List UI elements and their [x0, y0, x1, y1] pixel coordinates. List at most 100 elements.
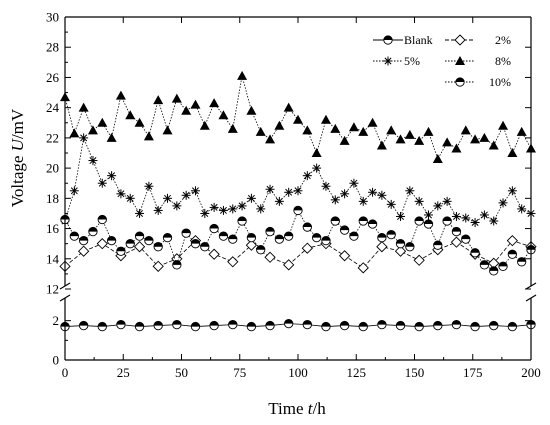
y-tick-label: 24 [46, 100, 60, 115]
data-point [517, 204, 527, 214]
y-tick-label: 18 [46, 191, 59, 206]
data-point [450, 236, 463, 248]
data-point [134, 231, 145, 241]
data-point [116, 189, 126, 199]
data-point [479, 260, 490, 270]
data-point [181, 228, 191, 238]
legend-marker [455, 77, 465, 87]
x-tick-label: 25 [117, 365, 130, 380]
data-point [228, 319, 238, 330]
data-point [87, 125, 98, 135]
series-line [64, 323, 532, 327]
x-tick-label: 125 [347, 365, 367, 380]
data-point [339, 135, 350, 145]
data-point [358, 321, 368, 332]
data-point [171, 93, 182, 103]
y-tick-label: 2 [53, 313, 60, 328]
axes-layer: 0 25 50 75 100 125 150 175 200 0 2 12 14 16 18 20 22 24 26… [46, 10, 541, 381]
y-tick-label: 22 [46, 130, 59, 145]
legend-item-5pct: 5% [373, 54, 420, 68]
data-point [461, 213, 471, 223]
data-point [442, 216, 452, 226]
data-point [246, 193, 256, 203]
data-point [311, 148, 322, 157]
legend-item-2pct: 2% [445, 33, 511, 47]
data-point [433, 240, 443, 250]
data-point [367, 117, 378, 127]
data-point [134, 321, 145, 332]
data-point [256, 204, 266, 214]
data-point [395, 134, 406, 144]
data-point [200, 242, 210, 252]
data-point [237, 70, 248, 80]
data-point [274, 234, 285, 244]
data-point [302, 319, 312, 330]
data-point [470, 134, 481, 144]
data-point [79, 133, 89, 143]
data-point [517, 257, 527, 267]
data-point [237, 216, 247, 226]
legend-marker [383, 56, 393, 66]
data-point [405, 242, 415, 252]
legend-marker [454, 34, 466, 46]
data-point [283, 102, 294, 112]
data-point [507, 321, 518, 332]
data-point [190, 99, 201, 109]
data-point [368, 187, 378, 197]
data-point [377, 232, 387, 243]
data-point [265, 134, 276, 144]
data-point [88, 156, 98, 166]
data-point [200, 208, 210, 218]
data-point [144, 235, 154, 246]
legend-marker [383, 35, 393, 45]
data-point [152, 260, 164, 272]
data-point [107, 171, 117, 181]
data-point [69, 186, 79, 196]
data-point [264, 251, 276, 263]
data-point [470, 218, 480, 228]
data-point [284, 231, 294, 241]
legend-label: 2% [495, 33, 511, 47]
data-point [358, 216, 368, 226]
x-axis-title: Time t/h [268, 399, 326, 418]
data-point [312, 163, 322, 173]
data-point [246, 105, 257, 115]
data-point [302, 222, 312, 232]
data-point [133, 241, 146, 253]
data-point [218, 205, 228, 215]
data-point [396, 211, 406, 221]
data-point [357, 262, 369, 274]
data-point [442, 196, 452, 206]
data-point [162, 232, 173, 243]
data-point [451, 211, 461, 221]
data-point [349, 231, 359, 241]
y-tick-label: 16 [46, 221, 60, 236]
data-point [321, 235, 331, 246]
series-10pct [60, 205, 536, 276]
data-point [489, 266, 499, 276]
data-point [78, 320, 89, 331]
x-tick-label: 50 [175, 365, 188, 380]
data-point [423, 126, 434, 136]
data-point [78, 245, 90, 257]
data-point [498, 198, 508, 208]
data-point [97, 321, 107, 332]
data-point [405, 186, 415, 196]
data-point [125, 239, 135, 249]
x-tick-label: 175 [463, 365, 483, 380]
series-8pct [60, 70, 536, 164]
y-axis-title: Voltage U/mV [8, 108, 27, 207]
legend-label: Blank [404, 33, 433, 47]
legend-marker [455, 56, 465, 65]
data-point [432, 154, 443, 164]
data-point [153, 320, 163, 331]
data-point [301, 242, 313, 254]
data-point [395, 320, 406, 331]
data-point [460, 125, 471, 135]
data-point [172, 319, 182, 330]
data-point [125, 110, 136, 120]
legend-label: 8% [495, 54, 511, 68]
data-point [255, 126, 266, 136]
data-point [237, 201, 247, 211]
